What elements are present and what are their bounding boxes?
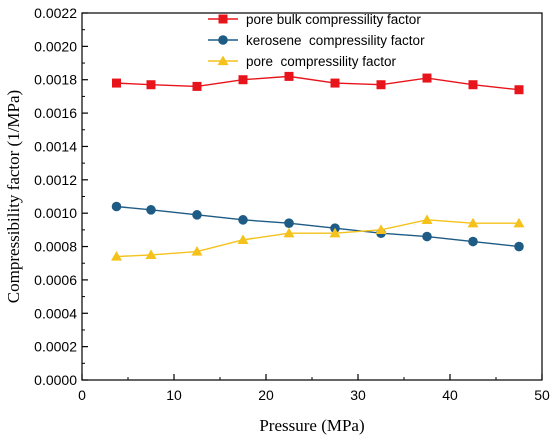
legend-marker: [218, 35, 228, 45]
data-point: [375, 224, 387, 234]
x-tick-label: 50: [534, 387, 550, 403]
data-point: [422, 231, 432, 242]
y-tick-label: 0.0006: [34, 272, 77, 288]
legend-item: pore bulk compressility factor: [208, 12, 421, 27]
ticks: 0 10 20 30 40 50 0.0000 0.0002 0.0004 0.0006 0.000…: [34, 5, 550, 403]
data-point: [111, 251, 122, 261]
data-point: [468, 236, 478, 247]
data-point: [192, 81, 202, 91]
x-tick-label: 30: [350, 387, 366, 403]
x-axis-title: Pressure (MPa): [259, 416, 364, 435]
data-point: [283, 227, 295, 238]
y-tick-label: 0.0002: [34, 339, 77, 355]
y-tick-label: 0.0018: [34, 72, 77, 88]
data-point: [330, 78, 340, 88]
data-point: [146, 205, 156, 215]
data-point: [146, 80, 156, 90]
legend-marker: [217, 55, 229, 66]
data-point: [284, 71, 294, 81]
x-tick-label: 40: [442, 387, 458, 403]
y-axis-title: Compressibility factor (1/MPa): [4, 90, 23, 303]
series-3: [111, 214, 525, 261]
x-tick-label: 20: [258, 387, 274, 403]
data-point: [376, 80, 386, 90]
legend-item: kerosene compressility factor: [208, 33, 425, 48]
data-point: [329, 227, 341, 238]
data-point: [422, 73, 432, 83]
data-point: [467, 217, 479, 228]
data-point: [238, 75, 248, 85]
data-point: [191, 246, 203, 256]
legend-marker: [218, 14, 228, 24]
data-point: [514, 241, 524, 252]
legend-item: pore compressility factor: [208, 54, 397, 69]
y-tick-label: 0.0012: [34, 172, 77, 188]
y-tick-label: 0.0000: [34, 372, 77, 388]
series-1: [112, 71, 524, 95]
y-tick-label: 0.0008: [34, 239, 77, 255]
data-point: [111, 201, 122, 212]
data-point: [514, 85, 524, 95]
series-layer: [111, 71, 525, 261]
legend-label: kerosene compressility factor: [246, 33, 425, 48]
y-tick-label: 0.0022: [34, 5, 77, 21]
data-point: [237, 234, 249, 244]
series-line: [116, 219, 519, 258]
series-line: [116, 205, 520, 248]
y-tick-label: 0.0020: [34, 38, 77, 54]
y-tick-label: 0.0004: [34, 305, 77, 321]
x-tick-label: 10: [166, 387, 182, 403]
series-2: [111, 201, 524, 252]
data-point: [284, 218, 294, 228]
legend-label: pore compressility factor: [246, 54, 397, 69]
data-point: [112, 78, 121, 88]
data-point: [145, 249, 157, 260]
y-tick-label: 0.0014: [34, 138, 77, 154]
data-point: [468, 80, 478, 90]
data-point: [238, 215, 248, 225]
series-line: [116, 75, 520, 91]
y-tick-label: 0.0016: [34, 105, 77, 121]
legend: pore bulk compressility factor kerosene c…: [208, 12, 425, 69]
legend-label: pore bulk compressility factor: [246, 12, 421, 27]
data-point: [192, 210, 202, 220]
data-point: [421, 214, 433, 224]
data-point: [513, 217, 525, 228]
y-tick-label: 0.0010: [34, 205, 77, 221]
x-tick-label: 0: [78, 387, 86, 403]
